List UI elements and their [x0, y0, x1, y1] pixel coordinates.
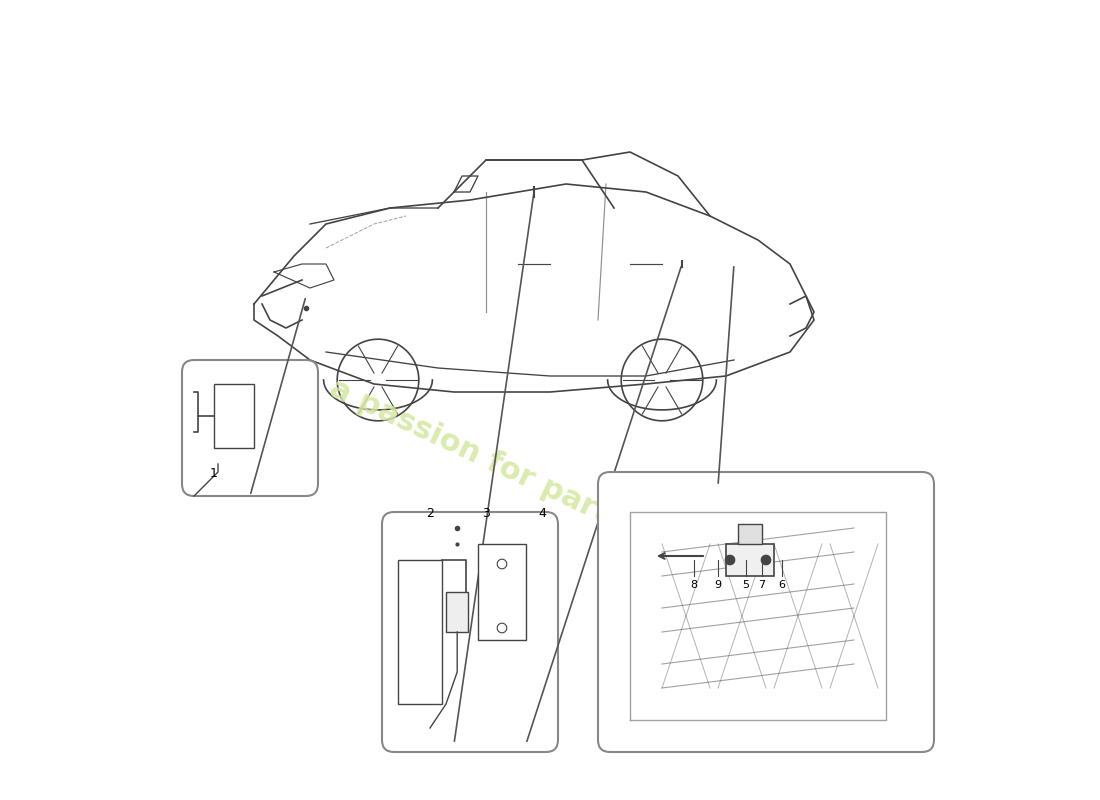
FancyBboxPatch shape — [214, 384, 254, 448]
Text: 9: 9 — [714, 580, 722, 590]
Text: 2: 2 — [426, 507, 433, 520]
Text: 8: 8 — [691, 580, 697, 590]
FancyBboxPatch shape — [598, 472, 934, 752]
FancyBboxPatch shape — [478, 544, 526, 640]
FancyBboxPatch shape — [382, 512, 558, 752]
Text: 5: 5 — [742, 580, 749, 590]
Text: 1: 1 — [210, 467, 218, 480]
FancyBboxPatch shape — [726, 544, 774, 576]
Text: 7: 7 — [758, 580, 766, 590]
Circle shape — [725, 555, 735, 565]
FancyBboxPatch shape — [398, 560, 442, 704]
FancyBboxPatch shape — [738, 524, 762, 544]
Text: 4: 4 — [538, 507, 546, 520]
Text: a passion for parts since 1985: a passion for parts since 1985 — [324, 374, 807, 618]
Circle shape — [761, 555, 771, 565]
Text: 3: 3 — [482, 507, 490, 520]
FancyBboxPatch shape — [446, 592, 469, 632]
Text: 6: 6 — [779, 580, 785, 590]
FancyBboxPatch shape — [182, 360, 318, 496]
